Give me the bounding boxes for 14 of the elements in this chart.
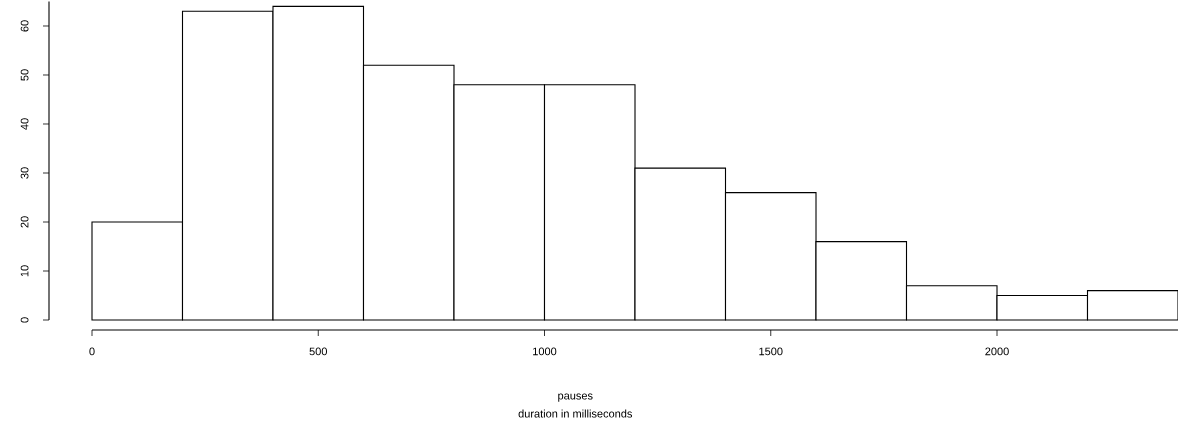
x-tick-label: 2000 xyxy=(985,347,1009,356)
x-tick-label: 1000 xyxy=(533,347,557,356)
y-tick-label: 60 xyxy=(20,20,29,32)
y-tick-label: 0 xyxy=(20,317,29,323)
x-tick-label: 0 xyxy=(89,347,95,356)
y-tick-label: 50 xyxy=(20,69,29,81)
text: pauses xyxy=(558,393,593,402)
y-tick-label: 10 xyxy=(20,265,29,277)
y-tick-label: 40 xyxy=(20,118,29,130)
y-tick-label: 30 xyxy=(20,167,29,179)
x-tick-label: 500 xyxy=(309,347,327,356)
x-tick-label: 1500 xyxy=(759,347,783,356)
x-axis-title: duration in milliseconds xyxy=(518,409,633,418)
y-tick-label: 20 xyxy=(20,216,29,228)
